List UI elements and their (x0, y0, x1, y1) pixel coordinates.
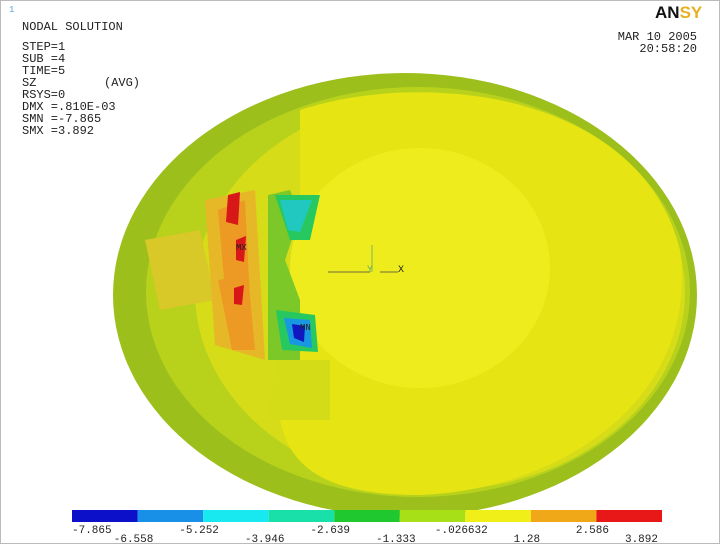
logo-dark: AN (655, 3, 680, 22)
legend-label: -2.639 (310, 525, 350, 537)
legend-label: 1.28 (514, 534, 540, 544)
legend-swatch (138, 510, 204, 522)
max-marker: MX (236, 243, 247, 253)
triad-y: Y (367, 265, 373, 276)
legend-swatch (400, 510, 466, 522)
info-title: NODAL SOLUTION (22, 20, 123, 34)
logo-gold: SY (680, 3, 703, 22)
min-marker: MN (300, 323, 311, 333)
legend-swatch (531, 510, 597, 522)
legend-swatch (203, 510, 269, 522)
legend-label: -3.946 (245, 534, 285, 544)
legend-swatch (465, 510, 531, 522)
legend-swatch (72, 510, 138, 522)
window-number: 1 (9, 5, 14, 15)
legend-label: 2.586 (576, 525, 609, 537)
legend-label: -1.333 (376, 534, 416, 544)
info-avg: (AVG) (104, 76, 140, 90)
legend-swatch (334, 510, 400, 522)
legend-swatch (596, 510, 662, 522)
time: 20:58:20 (639, 42, 697, 56)
legend-label: -6.558 (114, 534, 154, 544)
page: 1 MX MN X Y NODAL SOLUTIONSTEP=1SUB =4TI… (0, 0, 720, 544)
triad-x: X (398, 265, 404, 276)
legend-swatch (269, 510, 335, 522)
legend-label: 3.892 (625, 534, 658, 544)
logo: ANSY (655, 3, 703, 22)
model (113, 73, 697, 517)
info-line: SMX =3.892 (22, 124, 94, 138)
legend-label: -.026632 (435, 525, 488, 537)
ansys-window: 1 MX MN X Y NODAL SOLUTIONSTEP=1SUB =4TI… (0, 0, 720, 544)
legend-label: -7.865 (72, 525, 112, 537)
legend-label: -5.252 (179, 525, 219, 537)
